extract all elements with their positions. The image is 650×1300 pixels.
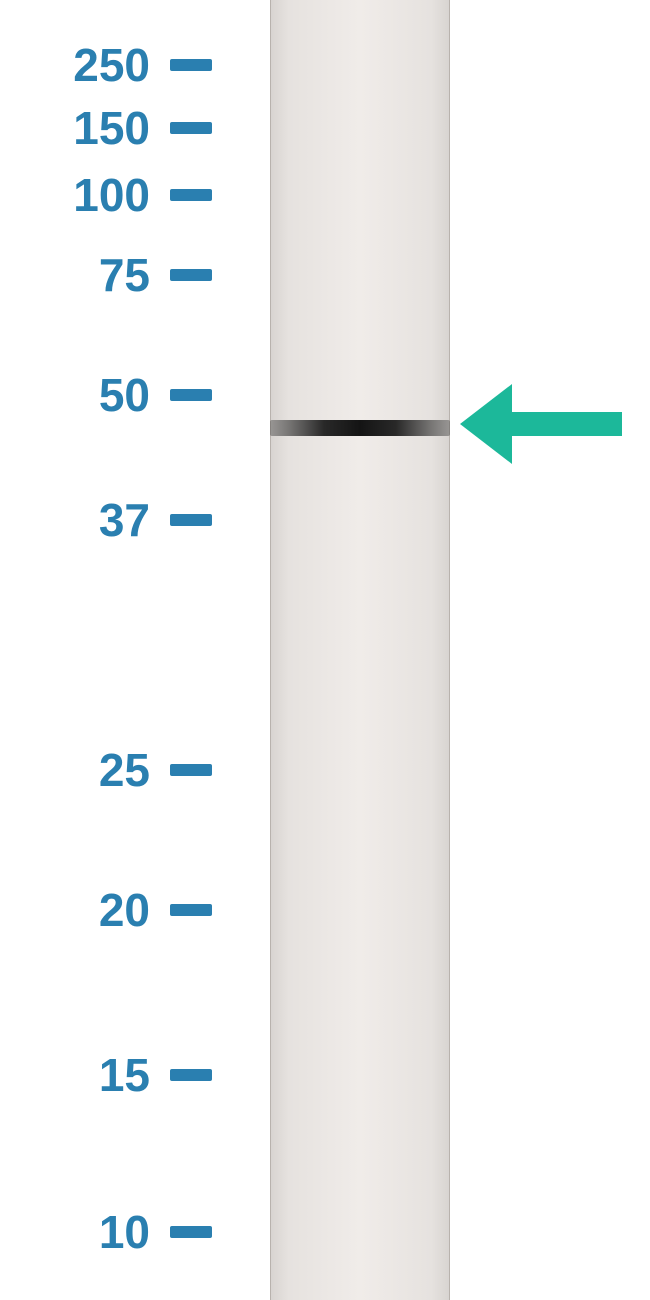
mw-label-37: 37 bbox=[30, 493, 150, 547]
mw-tick-10 bbox=[170, 1226, 212, 1238]
mw-tick-15 bbox=[170, 1069, 212, 1081]
mw-tick-250 bbox=[170, 59, 212, 71]
mw-label-25: 25 bbox=[30, 743, 150, 797]
mw-tick-150 bbox=[170, 122, 212, 134]
mw-label-20: 20 bbox=[30, 883, 150, 937]
mw-label-100: 100 bbox=[30, 168, 150, 222]
mw-tick-20 bbox=[170, 904, 212, 916]
mw-label-75: 75 bbox=[30, 248, 150, 302]
mw-tick-75 bbox=[170, 269, 212, 281]
gel-lane bbox=[270, 0, 450, 1300]
mw-tick-50 bbox=[170, 389, 212, 401]
mw-label-15: 15 bbox=[30, 1048, 150, 1102]
western-blot-figure: 250 150 100 75 50 37 25 20 15 10 bbox=[0, 0, 650, 1300]
band-arrow-tail bbox=[512, 412, 622, 436]
mw-label-10: 10 bbox=[30, 1205, 150, 1259]
band-arrow-head bbox=[460, 384, 512, 464]
protein-band bbox=[270, 420, 450, 436]
mw-label-250: 250 bbox=[30, 38, 150, 92]
mw-tick-100 bbox=[170, 189, 212, 201]
mw-label-50: 50 bbox=[30, 368, 150, 422]
mw-tick-37 bbox=[170, 514, 212, 526]
mw-label-150: 150 bbox=[30, 101, 150, 155]
mw-tick-25 bbox=[170, 764, 212, 776]
